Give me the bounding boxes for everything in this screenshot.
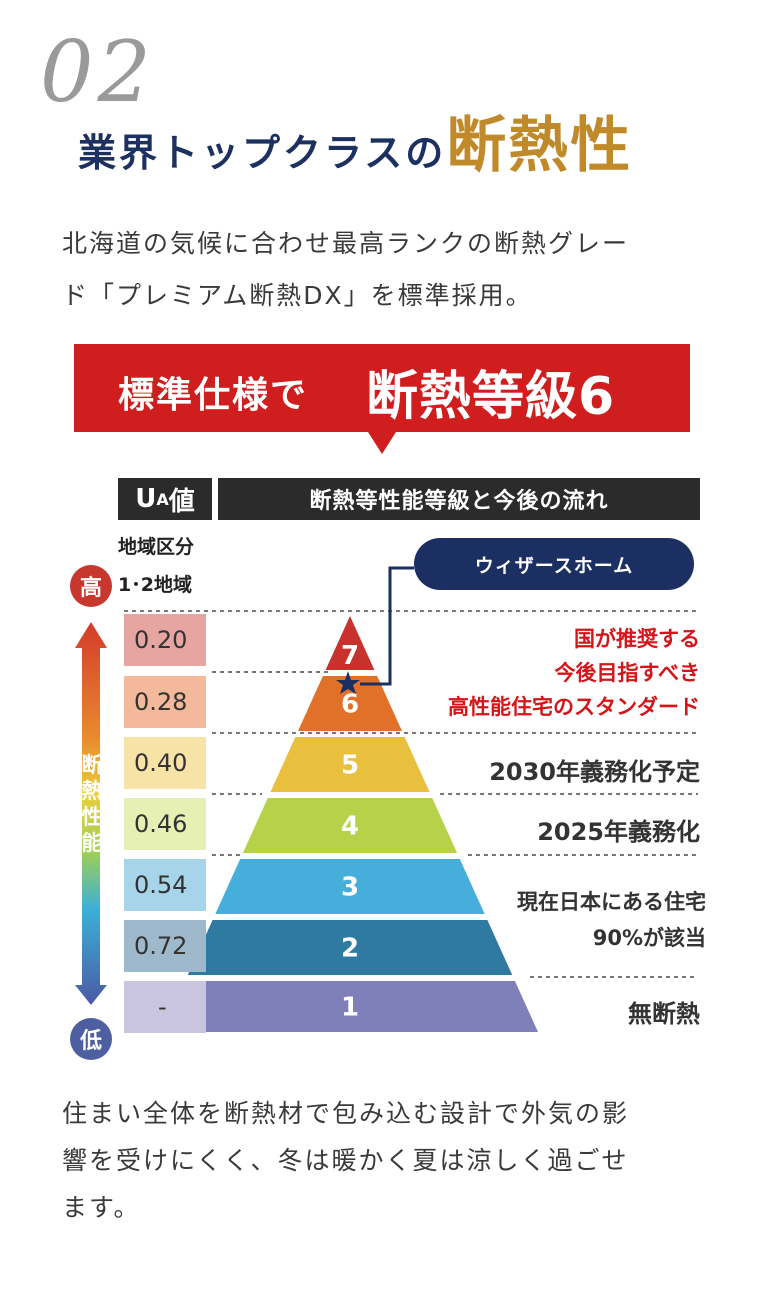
pyramid-level-1 [162,981,538,1032]
region-label: 地域区分 [118,536,195,558]
banner-small-text: 標準仕様で [118,375,309,416]
pyramid-grade-label: 1 [341,993,359,1023]
pyramid-level-6 [298,676,402,731]
heading-main: 業界トップクラスの [78,131,447,175]
ua-header-u: U [135,484,157,514]
company-badge: ウィザースホーム [414,538,694,590]
current-homes-line: 現在日本にある住宅 [517,890,706,914]
pyramid-grade-label: 6 [341,690,359,720]
recommended-note: 国が推奨する 今後目指すべき 高性能住宅のスタンダード [448,622,700,724]
ua-value-cell: 0.72 [124,920,206,972]
outro-line: 住まい全体を断熱材で包み込む設計で外気の影 [62,1099,630,1128]
mandatory-2030-note: 2030年義務化予定 [489,758,700,786]
trend-header: 断熱等性能等級と今後の流れ [218,478,700,520]
current-homes-line: 90%が該当 [592,926,706,950]
performance-arrow [75,622,107,1005]
banner-pointer [368,432,396,454]
ua-value-cell: 0.28 [124,676,206,728]
outro-paragraph: 住まい全体を断熱材で包み込む設計で外気の影 響を受けにくく、冬は暖かく夏は涼しく… [62,1090,712,1231]
no-insulation-note: 無断熱 [628,1000,700,1028]
company-connector [360,566,414,686]
ua-value-cell: 0.20 [124,614,206,666]
recommended-line: 今後目指すべき [554,661,700,685]
outro-line: 響を受けにくく、冬は暖かく夏は涼しく過ごせ [62,1146,629,1175]
section-number: 02 [40,23,155,121]
section-heading: 業界トップクラスの断熱性 [78,116,632,176]
recommended-line: 高性能住宅のスタンダード [448,695,700,719]
pyramid-grade-label: 4 [341,812,359,842]
banner-big-text: 断熱等級6 [366,367,616,427]
grade-banner: 標準仕様で 断熱等級6 [74,344,690,432]
low-indicator: 低 [70,1018,112,1060]
pyramid-layers: 7 6 5 4 3 2 1 [162,616,538,1032]
heading-accent: 断熱性 [446,111,633,181]
pyramid-level-2 [187,920,513,975]
ua-header-suffix: 値 [168,486,195,517]
intro-line: 北海道の気候に合わせ最高ランクの断熱グレー [62,229,630,258]
pyramid-level-4 [242,798,458,853]
recommended-line: 国が推奨する [574,627,700,651]
high-indicator: 高 [70,565,112,607]
pyramid-level-5 [270,737,430,792]
guide-lines [124,610,698,978]
ua-header-sub: A [156,489,169,509]
current-homes-note: 現在日本にある住宅 90%が該当 [517,884,706,956]
intro-line: ド「プレミアム断熱DX」を標準採用。 [62,281,533,310]
star-icon [336,671,360,694]
pyramid-grade-label: 5 [341,751,359,781]
outro-line: ます。 [62,1193,141,1222]
pyramid-grade-label: 3 [341,873,359,903]
ua-value-cell: 0.54 [124,859,206,911]
mandatory-2025-note: 2025年義務化 [537,818,700,846]
pyramid-grade-label: 7 [341,641,359,671]
pyramid-level-7 [325,616,375,670]
performance-label: 断熱性能 [81,753,103,855]
ua-value-cell: - [124,981,206,1033]
region-value: 1･2地域 [118,574,192,596]
pyramid-level-3 [215,859,485,914]
pyramid-grade-label: 2 [341,934,359,964]
intro-paragraph: 北海道の気候に合わせ最高ランクの断熱グレー ド「プレミアム断熱DX」を標準採用。 [62,218,712,322]
ua-value-cell: 0.40 [124,737,206,789]
ua-value-cell: 0.46 [124,798,206,850]
